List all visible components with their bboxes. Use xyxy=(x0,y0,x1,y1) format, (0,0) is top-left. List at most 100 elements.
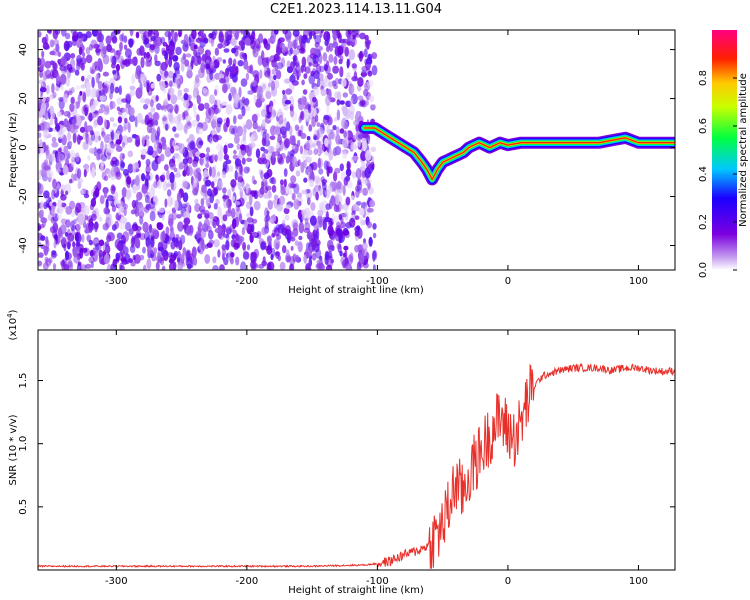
heatmap-cell xyxy=(88,147,95,154)
heatmap-cell xyxy=(272,33,276,43)
heatmap-cell xyxy=(229,86,237,95)
heatmap-cell xyxy=(85,47,91,55)
snr-x-label: Height of straight line (km) xyxy=(288,585,424,596)
heatmap-cell xyxy=(78,63,84,68)
heatmap-cell xyxy=(143,104,148,110)
snr-panel: -300 -200 -100 0 100 0.5 1.0 1.5 Height of str… xyxy=(6,309,676,596)
heatmap-cell xyxy=(339,163,344,172)
heatmap-cell xyxy=(48,152,56,162)
heatmap-cell xyxy=(242,241,246,251)
heatmap-cell xyxy=(334,116,338,122)
heatmap-cell xyxy=(240,261,247,270)
heatmap-cell xyxy=(366,79,374,88)
spectrogram-frame xyxy=(37,29,676,271)
spectrogram-y-axis: -40 -20 0 20 40 xyxy=(18,43,675,254)
heatmap-cell xyxy=(220,145,224,154)
heatmap-cell xyxy=(240,30,244,35)
heatmap-cell xyxy=(265,185,272,191)
heatmap-cell xyxy=(88,222,93,233)
heatmap-cell xyxy=(185,249,191,260)
heatmap-cell xyxy=(151,117,156,129)
heatmap-cell xyxy=(47,215,53,221)
heatmap-cell xyxy=(265,91,272,99)
heatmap-cell xyxy=(222,195,230,200)
heatmap-cell xyxy=(114,191,119,200)
heatmap-cell xyxy=(233,115,237,125)
heatmap-cell xyxy=(309,31,313,40)
heatmap-cell xyxy=(230,179,237,188)
heatmap-cell xyxy=(183,88,189,93)
heatmap-cell xyxy=(38,113,43,118)
heatmap-cell xyxy=(42,71,48,81)
heatmap-cell xyxy=(65,219,71,228)
heatmap-cell xyxy=(349,217,356,228)
heatmap-cell xyxy=(165,235,171,245)
heatmap-cell xyxy=(121,141,126,148)
heatmap-cell xyxy=(253,94,257,104)
heatmap-cell xyxy=(279,261,286,270)
heatmap-cell xyxy=(252,120,258,130)
heatmap-cell xyxy=(322,208,328,214)
heatmap-cell xyxy=(197,103,205,111)
heatmap-cell xyxy=(227,206,232,214)
heatmap-cell xyxy=(330,258,335,264)
snr-x-tick-label: -100 xyxy=(366,576,389,587)
heatmap-cell xyxy=(322,52,328,62)
heatmap-cell xyxy=(46,73,53,79)
heatmap-cell xyxy=(278,114,284,125)
heatmap-cell xyxy=(231,195,235,202)
heatmap-cell xyxy=(260,241,266,251)
heatmap-cell xyxy=(365,150,372,161)
heatmap-cell xyxy=(136,191,143,201)
heatmap-cell xyxy=(157,251,161,263)
heatmap-cell xyxy=(326,31,331,43)
heatmap-cell xyxy=(343,229,350,236)
heatmap-cell xyxy=(199,153,206,158)
heatmap-cell xyxy=(366,207,374,213)
heatmap-cell xyxy=(359,32,366,40)
heatmap-cell xyxy=(160,174,166,181)
heatmap-cell xyxy=(73,255,81,264)
heatmap-cell xyxy=(139,45,145,56)
snr-y-tick-label: 1.5 xyxy=(18,373,29,389)
heatmap-cell xyxy=(161,214,165,221)
heatmap-cell xyxy=(40,217,48,224)
heatmap-cell xyxy=(234,31,239,40)
heatmap-cell xyxy=(156,103,162,111)
heatmap-cell xyxy=(128,58,133,65)
heatmap-cell xyxy=(69,178,73,184)
heatmap-cell xyxy=(85,189,89,196)
heatmap-cell xyxy=(72,241,76,248)
heatmap-cell xyxy=(291,39,299,49)
heatmap-cell xyxy=(232,73,238,83)
heatmap-cell xyxy=(153,141,159,151)
heatmap-cell xyxy=(182,181,190,189)
heatmap-cell xyxy=(237,181,242,190)
heatmap-cell xyxy=(169,254,176,262)
heatmap-cell xyxy=(209,166,212,177)
heatmap-cell xyxy=(334,77,340,85)
snr-y-axis: 0.5 1.0 1.5 xyxy=(18,373,675,515)
heatmap-cell xyxy=(214,154,218,162)
heatmap-cell xyxy=(338,236,343,244)
heatmap-cell xyxy=(198,157,203,164)
heatmap-cell xyxy=(38,57,42,67)
heatmap-cell xyxy=(316,259,324,265)
heatmap-cell xyxy=(354,244,360,253)
heatmap-cell xyxy=(118,85,123,95)
heatmap-cell xyxy=(367,221,372,229)
heatmap-cell xyxy=(67,90,73,96)
heatmap-cell xyxy=(227,143,234,149)
heatmap-cell xyxy=(205,179,212,187)
heatmap-cell xyxy=(307,156,313,164)
heatmap-cell xyxy=(150,83,155,89)
heatmap-cell xyxy=(126,136,133,143)
heatmap-cell xyxy=(164,98,169,106)
heatmap-cell xyxy=(208,106,215,117)
heatmap-cell xyxy=(146,258,152,270)
heatmap-cell xyxy=(299,145,303,155)
heatmap-cell xyxy=(339,221,347,229)
heatmap-cell xyxy=(91,166,96,179)
heatmap-cell xyxy=(195,230,202,239)
heatmap-cell xyxy=(271,233,276,238)
